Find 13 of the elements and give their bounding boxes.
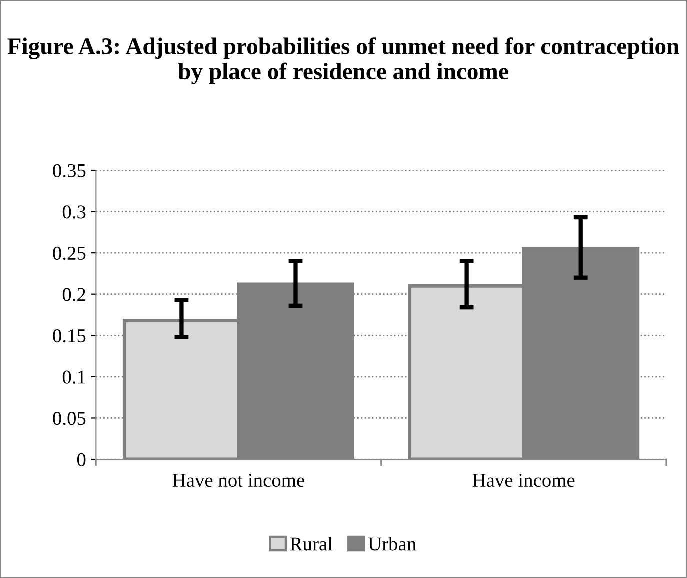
y-tick-label: 0.05 — [53, 412, 86, 426]
legend-label: Rural — [290, 537, 333, 551]
y-tick-label: 0.35 — [53, 164, 86, 178]
y-tick-label: 0.25 — [53, 246, 86, 260]
y-tick-label: 0.3 — [62, 206, 86, 219]
chart-title: Figure A.3: Adjusted probabilities of unmet need for contraception by place of residence and income — [8, 38, 680, 84]
legend-label: Urban — [368, 537, 416, 551]
y-tick-label: 0.1 — [62, 370, 86, 384]
y-tick-label: 0.2 — [62, 288, 86, 302]
x-tick-label: Have not income — [172, 474, 304, 488]
x-tick-label: Have income — [472, 474, 575, 488]
y-tick-label: 0.15 — [53, 329, 86, 343]
y-tick-label: 0 — [77, 453, 86, 466]
